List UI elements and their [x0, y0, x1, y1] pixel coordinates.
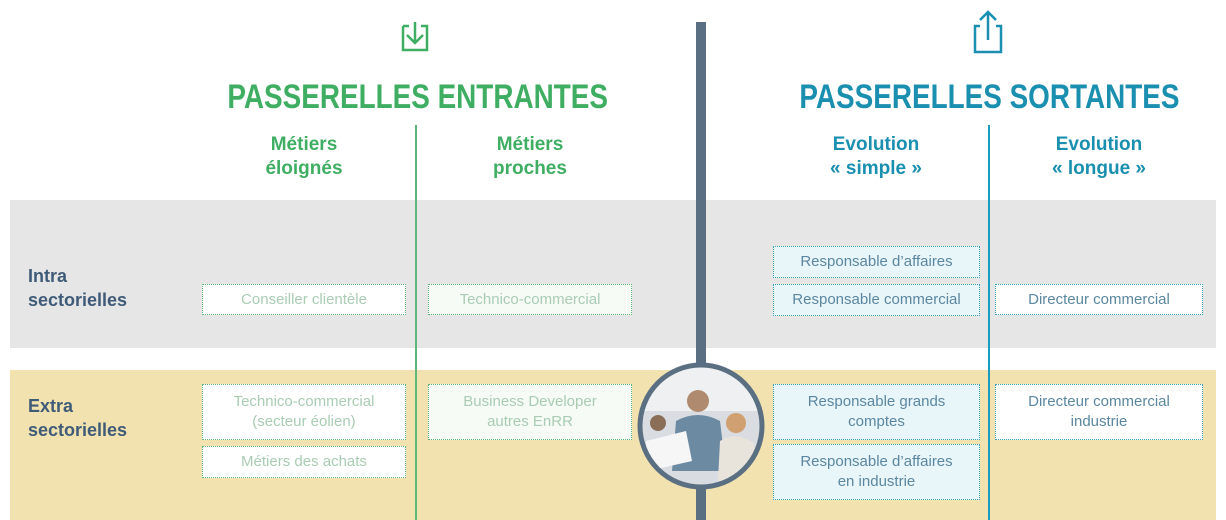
job-box: Responsable d’affaires en industrie	[773, 444, 980, 500]
column-header: Evolution « simple »	[830, 134, 922, 179]
divider-blue	[988, 125, 990, 520]
column-header: Métiers éloignés	[265, 134, 343, 179]
job-box: Responsable commercial	[773, 284, 980, 316]
job-box: Métiers des achats	[202, 446, 406, 478]
row-header: Extra sectorielles	[28, 396, 128, 440]
row-header: Intra sectorielles	[28, 266, 128, 310]
job-box: Technico-commercial (secteur éolien)	[202, 384, 406, 440]
job-box: Directeur commercial industrie	[995, 384, 1203, 440]
job-box: Directeur commercial	[995, 284, 1203, 315]
job-box: Technico-commercial	[428, 284, 632, 315]
job-box: Business Developer autres EnRR	[428, 384, 632, 440]
photo	[637, 362, 765, 490]
right-title: PASSERELLES SORTANTES	[799, 78, 1180, 116]
divider-green	[415, 125, 417, 520]
column-header: Métiers proches	[493, 134, 567, 179]
job-box: Conseiller clientèle	[202, 284, 406, 315]
upload-icon	[973, 10, 1003, 54]
center-divider	[696, 22, 706, 520]
intra-band	[10, 200, 1216, 348]
left-title: PASSERELLES ENTRANTES	[227, 78, 608, 116]
column-header: Evolution « longue »	[1052, 134, 1146, 179]
job-box: Responsable d’affaires	[773, 246, 980, 278]
job-box: Responsable grands comptes	[773, 384, 980, 440]
download-icon	[401, 22, 429, 52]
